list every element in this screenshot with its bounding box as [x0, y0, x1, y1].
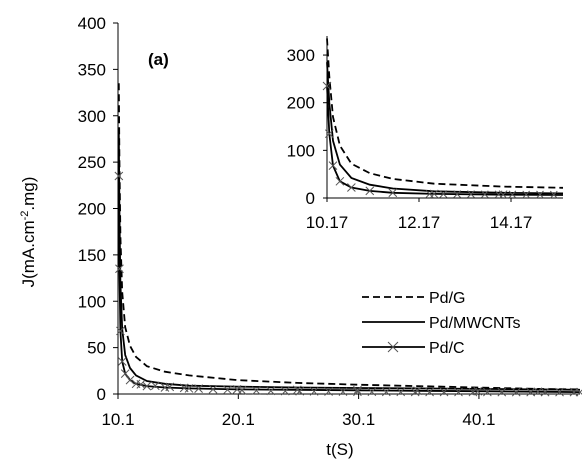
inset-series-marker-2	[335, 176, 345, 186]
inset-x-tick-label: 12.17	[398, 213, 441, 232]
inset-plot: 0 100 200 300 10.17 12.17 14.17	[287, 36, 564, 232]
panel-label: (a)	[148, 50, 169, 69]
series-marker-2	[237, 385, 247, 395]
series-line-2	[117, 175, 581, 393]
series-marker-2	[396, 387, 406, 397]
series-marker-2	[150, 381, 160, 391]
inset-series-marker-2	[347, 183, 356, 192]
inset-series-line-1	[326, 62, 564, 195]
legend-label-2: Pd/C	[429, 340, 465, 357]
series-marker-2	[555, 387, 564, 397]
y-tick-label: 350	[78, 60, 106, 79]
series-marker-2	[114, 171, 124, 181]
series-marker-2	[526, 387, 536, 397]
series-marker-2	[338, 387, 348, 397]
inset-series-marker-2	[439, 190, 448, 198]
y-tick-label: 150	[78, 246, 106, 265]
series-marker-2	[540, 387, 550, 397]
series-marker-2	[115, 264, 124, 274]
series-marker-2	[439, 387, 449, 397]
series-marker-2	[142, 381, 152, 391]
inset-series-marker-2	[536, 190, 544, 199]
series-marker-2	[120, 369, 130, 378]
x-tick-label: 20.1	[222, 410, 255, 429]
series-marker-2	[309, 387, 319, 396]
inset-series-marker-2	[388, 188, 398, 198]
series-marker-2	[208, 384, 218, 394]
x-axis-title: t(S)	[326, 440, 353, 459]
inset-series-marker-2	[508, 190, 517, 199]
inset-series-marker-2	[467, 190, 475, 199]
inset-y-tick-label: 300	[287, 46, 315, 65]
series-marker-2	[252, 386, 261, 395]
inset-y-tick-label: 100	[287, 141, 315, 160]
series-marker-2	[425, 387, 434, 397]
y-tick-label: 200	[78, 200, 106, 219]
series-marker-2	[179, 383, 189, 393]
series-marker-2	[353, 387, 362, 397]
series-marker-2	[381, 387, 391, 397]
legend: Pd/G Pd/MWCNTs Pd/C	[362, 290, 521, 357]
series-marker-2	[353, 385, 362, 395]
inset-series-marker-2	[322, 81, 332, 91]
inset-series-marker-2	[494, 190, 503, 199]
inset-series-marker-2	[365, 186, 375, 196]
legend-label-0: Pd/G	[429, 290, 465, 307]
y-tick-label: 250	[78, 153, 106, 172]
series-marker-2	[295, 386, 305, 396]
x-tick-label: 10.1	[101, 410, 134, 429]
inset-series-marker-2	[328, 161, 338, 170]
series-marker-2	[367, 387, 377, 397]
y-tick-label: 400	[78, 14, 106, 33]
series-marker-2	[194, 384, 203, 393]
y-tick-label: 100	[78, 292, 106, 311]
series-marker-2	[292, 385, 302, 395]
inset-series-marker-2	[549, 190, 558, 199]
y-tick-label: 50	[87, 339, 106, 358]
series-marker-2	[569, 387, 579, 397]
main-plot: 0 50 100 150 200 250 300 350 400 10.1 20.1 30.1 40.1	[78, 14, 582, 429]
inset-series-marker-2	[324, 129, 334, 139]
series-line-0	[117, 83, 581, 391]
series-marker-2	[468, 387, 478, 397]
y-tick-label: 300	[78, 107, 106, 126]
series-marker-2	[165, 382, 175, 392]
series-marker-2	[483, 387, 492, 397]
series-marker-2	[413, 386, 422, 396]
y-tick-label: 0	[97, 385, 106, 404]
series-marker-2	[280, 386, 290, 396]
inset-series-line-0	[326, 38, 564, 189]
series-line-1	[117, 129, 581, 391]
inset-series-line-2	[326, 85, 564, 196]
inset-series-marker-2	[429, 189, 439, 199]
inset-x-tick-label: 14.17	[490, 213, 533, 232]
series-marker-2	[125, 375, 135, 385]
series-marker-2	[324, 387, 333, 396]
inset-series-marker-2	[522, 190, 531, 199]
series-marker-2	[410, 387, 420, 397]
series-marker-2	[454, 387, 463, 397]
series-marker-2	[117, 357, 127, 366]
series-marker-2	[116, 326, 125, 336]
legend-label-1: Pd/MWCNTs	[429, 315, 521, 332]
series-marker-2	[266, 386, 276, 396]
series-marker-2	[136, 379, 146, 389]
x-tick-label: 30.1	[342, 410, 375, 429]
series-marker-2	[223, 385, 232, 395]
inset-series-marker-2	[453, 190, 462, 198]
y-axis-title: J(mA.cm-2.mg)	[19, 177, 38, 288]
inset-y-tick-label: 0	[306, 189, 315, 208]
legend-marker-2	[387, 341, 399, 353]
inset-series-marker-2	[480, 190, 489, 199]
series-marker-2	[497, 387, 507, 397]
inset-y-tick-label: 200	[287, 94, 315, 113]
series-marker-2	[533, 387, 543, 397]
inset-series-marker-2	[425, 190, 434, 198]
x-tick-label: 40.1	[462, 410, 495, 429]
series-marker-2	[511, 387, 521, 397]
inset-x-tick-label: 10.17	[306, 213, 349, 232]
